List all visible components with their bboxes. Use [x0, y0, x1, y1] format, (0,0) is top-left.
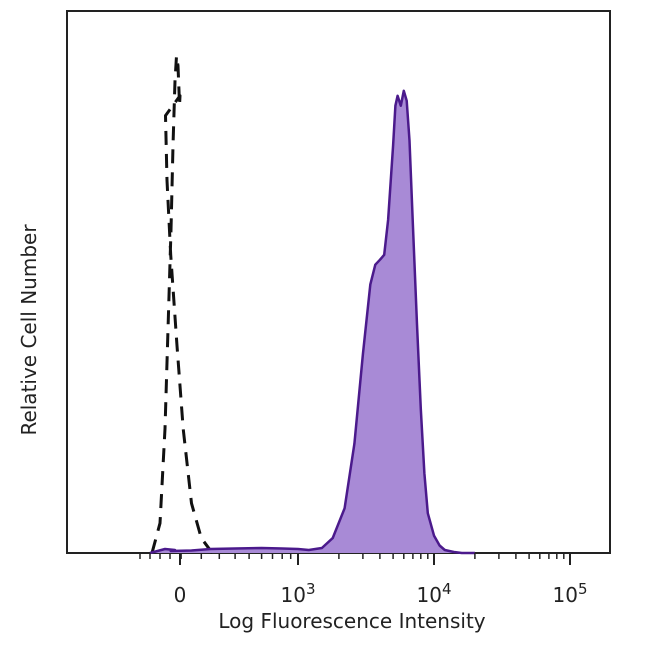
- x-tick-label: 104: [417, 580, 452, 607]
- series-layer: [149, 54, 475, 555]
- x-tick-label: 103: [281, 580, 316, 607]
- y-axis-label: Relative Cell Number: [17, 224, 41, 436]
- x-axis-label: Log Fluorescence Intensity: [218, 609, 485, 633]
- x-tick-label: 105: [553, 580, 588, 607]
- series-1-line: [149, 89, 475, 555]
- series-1-fill: [150, 90, 475, 554]
- series-0-line: [150, 54, 214, 554]
- x-tick-label: 0: [174, 583, 187, 607]
- plot-frame: [66, 10, 611, 554]
- x-ticks: 0 103 104 105: [139, 553, 588, 607]
